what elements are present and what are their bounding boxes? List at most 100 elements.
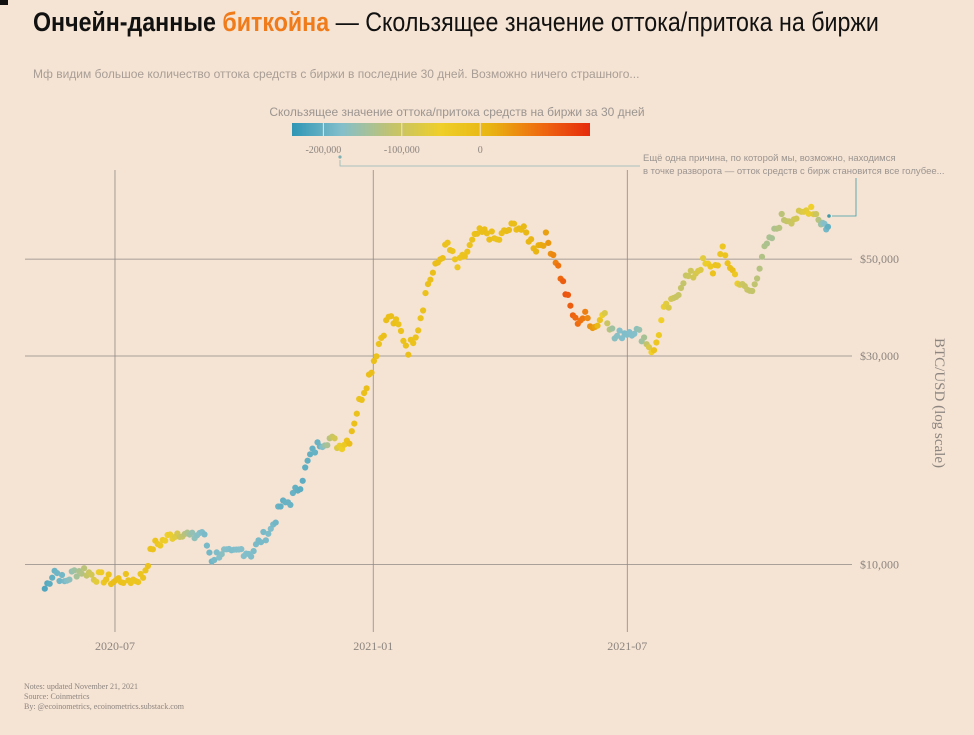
- data-point: [41, 585, 48, 592]
- data-point: [297, 486, 304, 493]
- data-point: [658, 317, 665, 324]
- data-point: [751, 281, 758, 288]
- grid: [25, 170, 852, 632]
- y-axis: $10,000 $30,000 $50,000: [860, 252, 899, 571]
- data-point: [714, 262, 721, 269]
- data-point: [260, 528, 267, 536]
- data-point: [400, 337, 407, 344]
- data-point: [808, 203, 815, 210]
- data-point: [488, 228, 495, 235]
- data-point: [98, 569, 105, 576]
- data-point: [655, 332, 663, 339]
- data-point: [140, 574, 147, 581]
- data-point: [358, 396, 365, 403]
- data-point: [616, 327, 623, 334]
- notes-line2: Source: Coinmetrics: [24, 692, 90, 701]
- data-point: [277, 503, 284, 510]
- data-point: [614, 332, 621, 339]
- corner-mark: [0, 0, 8, 5]
- data-point: [724, 260, 731, 267]
- data-point: [144, 562, 152, 570]
- data-point: [331, 435, 338, 442]
- data-point: [88, 571, 95, 578]
- x-tick-label: 2021-01: [353, 639, 393, 653]
- data-point: [776, 224, 783, 231]
- data-point: [594, 322, 601, 329]
- data-point: [618, 335, 626, 342]
- notes: Notes: updated November 21, 2021 Source:…: [24, 682, 184, 712]
- data-point: [505, 226, 513, 234]
- data-point: [388, 313, 395, 320]
- data-point: [135, 579, 142, 586]
- data-point: [641, 334, 648, 341]
- data-point: [545, 239, 552, 246]
- data-point: [238, 546, 245, 553]
- data-point: [46, 580, 53, 587]
- data-point: [348, 428, 355, 435]
- data-point: [397, 327, 405, 335]
- data-point: [370, 357, 377, 365]
- data-point: [722, 252, 729, 259]
- data-point: [631, 330, 638, 337]
- data-point: [380, 332, 387, 339]
- data-point: [609, 325, 616, 332]
- data-point: [778, 210, 785, 218]
- data-point: [248, 553, 255, 560]
- annotation-marker-left: [338, 155, 342, 159]
- data-point: [483, 230, 490, 237]
- data-point: [58, 571, 66, 579]
- annotation-line1: Ещё одна причина, по которой мы, возможн…: [643, 153, 896, 164]
- data-point: [444, 239, 451, 246]
- data-point: [709, 270, 717, 277]
- notes-line1: Notes: updated November 21, 2021: [24, 682, 138, 691]
- data-point: [373, 353, 380, 360]
- data-point: [653, 339, 660, 346]
- data-point: [528, 236, 535, 243]
- data-point: [368, 369, 375, 376]
- title-part2: — Скользящее значение оттока/притока на …: [329, 7, 879, 37]
- annotation-line2: в точке разворота — отток средств с бирж…: [643, 166, 945, 177]
- data-point: [685, 272, 692, 280]
- legend-title: Скользящее значение оттока/притока средс…: [269, 105, 644, 119]
- data-point: [420, 307, 427, 314]
- data-point: [687, 267, 694, 274]
- data-point: [542, 229, 550, 236]
- data-point: [189, 529, 196, 536]
- data-point: [749, 287, 756, 295]
- data-point: [650, 347, 658, 354]
- data-point: [422, 290, 429, 297]
- scatter-points: [41, 203, 832, 592]
- data-point: [555, 262, 562, 269]
- data-point: [645, 344, 653, 351]
- legend-tick-label: -100,000: [384, 145, 420, 156]
- legend-tick-label: -200,000: [305, 145, 341, 156]
- data-point: [105, 571, 112, 578]
- data-point: [677, 284, 685, 292]
- data-point: [579, 315, 586, 322]
- legend-colorbar: [292, 123, 590, 136]
- data-point: [218, 551, 225, 558]
- y-tick-label: $50,000: [860, 252, 899, 266]
- y-tick-label: $30,000: [860, 349, 899, 363]
- data-point: [824, 223, 832, 230]
- data-point: [700, 255, 707, 262]
- data-point: [262, 537, 269, 544]
- data-point: [540, 242, 547, 249]
- data-point: [758, 253, 766, 260]
- data-point: [636, 326, 643, 333]
- data-point: [346, 440, 353, 447]
- data-point: [410, 340, 417, 347]
- data-point: [466, 242, 473, 249]
- data-point: [78, 570, 85, 577]
- y-tick-label: $10,000: [860, 557, 899, 571]
- data-point: [707, 263, 714, 270]
- annotation-connector-right: [832, 178, 857, 217]
- data-point: [427, 276, 434, 283]
- data-point: [393, 316, 400, 323]
- data-point: [250, 548, 257, 555]
- data-point: [697, 266, 704, 273]
- data-point: [415, 327, 422, 334]
- x-tick-label: 2021-07: [607, 639, 647, 653]
- data-point: [675, 292, 682, 299]
- data-point: [469, 236, 476, 243]
